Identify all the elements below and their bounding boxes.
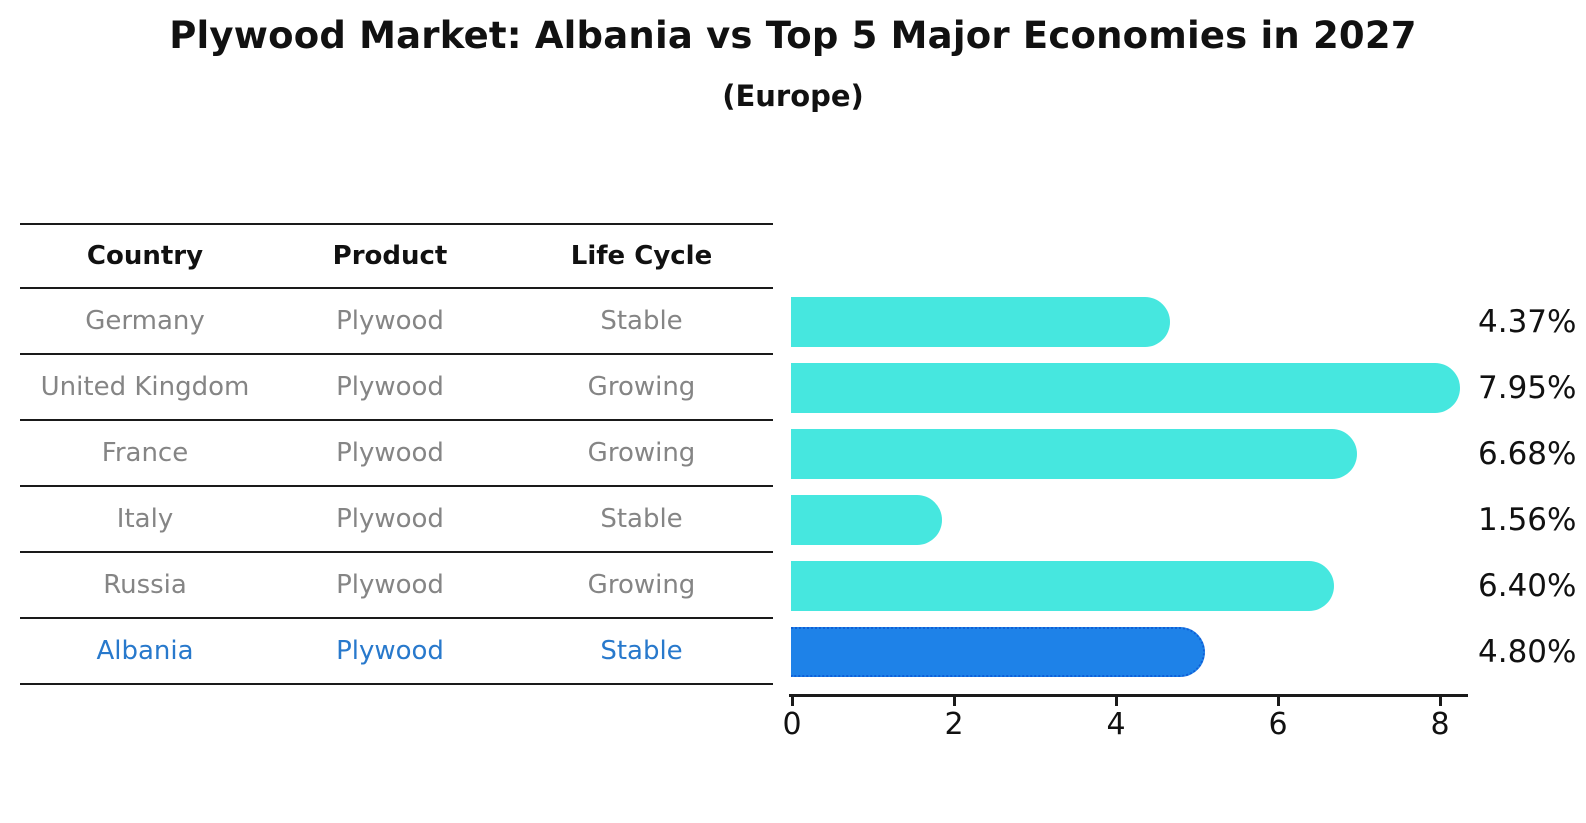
- x-tick: [1438, 697, 1442, 706]
- bar-united-kingdom: [791, 363, 1460, 413]
- table-header-product: Product: [332, 241, 448, 271]
- cell-product: Plywood: [336, 570, 444, 600]
- bar-value-label-italy: 1.56%: [1478, 502, 1577, 538]
- cell-product: Plywood: [336, 636, 444, 666]
- cell-life-cycle: Stable: [600, 306, 683, 336]
- bar-value-label-france: 6.68%: [1478, 436, 1577, 472]
- x-tick: [1276, 697, 1280, 706]
- bar-france: [791, 429, 1357, 479]
- cell-life-cycle: Growing: [587, 372, 696, 402]
- chart-subtitle: (Europe): [722, 79, 864, 113]
- bar-russia: [791, 561, 1334, 611]
- x-tick-label: 4: [1106, 707, 1126, 742]
- bar-albania: [791, 627, 1205, 677]
- cell-product: Plywood: [336, 306, 444, 336]
- cell-country: France: [101, 438, 189, 468]
- cell-product: Plywood: [336, 504, 444, 534]
- x-tick-label: 2: [944, 707, 964, 742]
- cell-country: Albania: [96, 636, 194, 666]
- bar-value-label-russia: 6.40%: [1478, 568, 1577, 604]
- table-body: Germany Plywood Stable United Kingdom Plywoo…: [20, 289, 773, 685]
- bar-value-label-albania: 4.80%: [1478, 634, 1577, 670]
- x-tick-label: 0: [782, 707, 802, 742]
- cell-country: Italy: [116, 504, 174, 534]
- x-tick: [790, 697, 794, 706]
- bar-value-label-united-kingdom: 7.95%: [1478, 370, 1577, 406]
- x-tick: [952, 697, 956, 706]
- cell-life-cycle: Stable: [600, 504, 683, 534]
- table-header-life-cycle: Life Cycle: [570, 241, 713, 271]
- cell-life-cycle: Growing: [587, 438, 696, 468]
- x-tick: [1114, 697, 1118, 706]
- cell-life-cycle: Growing: [587, 570, 696, 600]
- x-tick-label: 8: [1430, 707, 1450, 742]
- cell-product: Plywood: [336, 438, 444, 468]
- table-row-germany: Germany Plywood Stable: [20, 289, 773, 355]
- cell-life-cycle: Stable: [600, 636, 683, 666]
- bar-germany: [791, 297, 1170, 347]
- table-row-france: France Plywood Growing: [20, 421, 773, 487]
- chart-title: Plywood Market: Albania vs Top 5 Major E…: [169, 14, 1417, 57]
- bar-value-label-germany: 4.37%: [1478, 304, 1577, 340]
- table-row-italy: Italy Plywood Stable: [20, 487, 773, 553]
- table-header-row: Country Product Life Cycle: [20, 223, 773, 289]
- x-axis-line: [789, 694, 1468, 697]
- x-tick-label: 6: [1268, 707, 1288, 742]
- comparison-table: Country Product Life Cycle Germany Plywoo…: [20, 223, 773, 685]
- table-header-country: Country: [86, 241, 204, 271]
- table-row-albania: Albania Plywood Stable: [20, 619, 773, 685]
- table-row-united-kingdom: United Kingdom Plywood Growing: [20, 355, 773, 421]
- table-row-russia: Russia Plywood Growing: [20, 553, 773, 619]
- cell-country: United Kingdom: [40, 372, 250, 402]
- cell-product: Plywood: [336, 372, 444, 402]
- bar-italy: [791, 495, 942, 545]
- cell-country: Germany: [85, 306, 205, 336]
- cell-country: Russia: [103, 570, 187, 600]
